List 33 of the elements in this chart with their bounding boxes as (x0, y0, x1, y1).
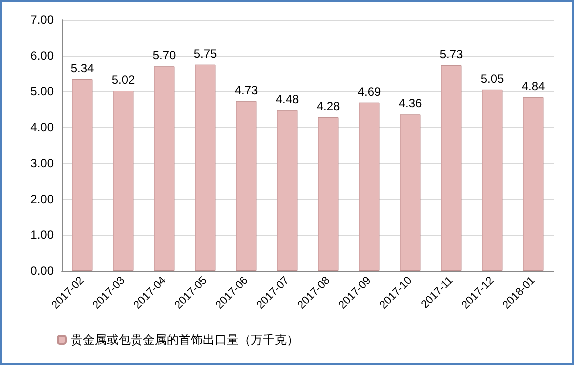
bar (195, 64, 216, 271)
y-tick-label: 0.00 (30, 264, 54, 278)
bar (154, 66, 175, 271)
data-label: 5.34 (70, 62, 94, 76)
y-tick-label: 3.00 (30, 156, 54, 170)
y-tick-label: 5.00 (30, 84, 54, 99)
bar (523, 97, 544, 271)
bar (318, 118, 339, 271)
data-label: 4.69 (358, 84, 382, 99)
bar (236, 101, 257, 271)
data-label: 5.02 (112, 72, 136, 87)
y-tick-label: 6.00 (30, 48, 54, 63)
data-label: 4.48 (276, 92, 300, 106)
bar (359, 102, 380, 271)
data-label: 4.73 (234, 83, 258, 98)
bar (72, 80, 93, 271)
y-tick-label: 4.00 (30, 120, 54, 135)
bar (482, 90, 503, 271)
bar (113, 90, 134, 271)
data-label: 5.75 (194, 46, 218, 61)
bar (277, 110, 298, 271)
data-label: 4.36 (398, 96, 422, 111)
data-label: 4.28 (316, 100, 340, 114)
legend-label: 贵金属或包贵金属的首饰出口量（万千克） (71, 333, 299, 347)
data-label: 5.73 (440, 48, 464, 62)
bar (400, 114, 421, 271)
bar (441, 66, 462, 271)
data-label: 5.70 (152, 48, 176, 63)
y-tick-label: 2.00 (30, 192, 54, 206)
data-label: 5.05 (480, 72, 504, 86)
data-label: 4.84 (522, 79, 546, 94)
y-tick-label: 1.00 (30, 228, 54, 242)
y-tick-label: 7.00 (30, 13, 54, 27)
